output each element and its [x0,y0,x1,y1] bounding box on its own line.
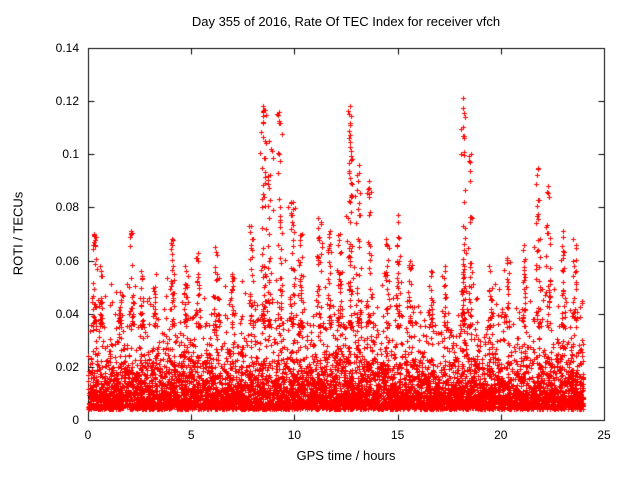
y-axis-label: ROTI / TECUs [10,191,26,276]
y-tick-label: 0.02 [55,359,79,374]
x-tick-label: 10 [287,428,302,442]
y-tick-label: 0.14 [55,41,79,55]
x-tick-label: 5 [187,428,195,442]
y-tick-label: 0.04 [55,306,79,321]
y-tick-label: 0.1 [62,147,79,162]
x-axis-label: GPS time / hours [296,448,396,463]
chart-title: Day 355 of 2016, Rate Of TEC Index for r… [191,14,501,29]
y-tick-label: 0.06 [55,253,79,268]
x-tick-label: 25 [597,428,611,442]
x-tick-label: 0 [84,428,92,442]
y-tick-label: 0.12 [55,94,79,109]
y-tick-label: 0.08 [55,200,79,215]
x-tick-label: 15 [390,428,405,442]
y-tick-label: 0 [72,413,79,427]
x-tick-label: 20 [494,428,508,442]
